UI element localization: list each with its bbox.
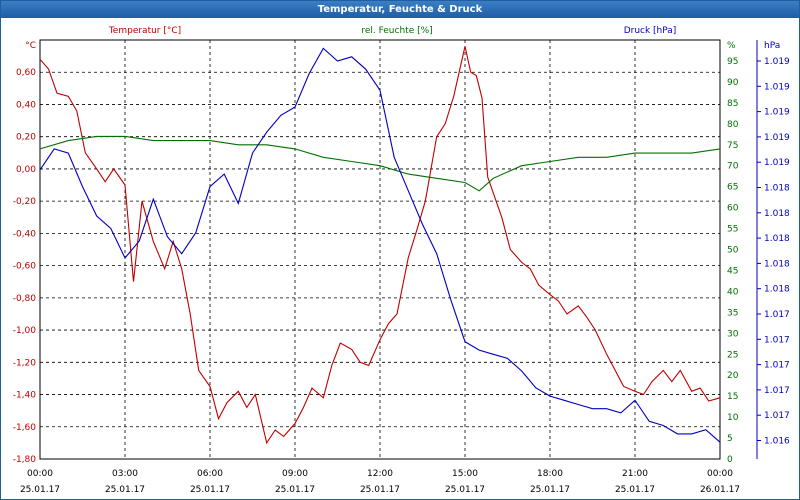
temperature-tick-label: -0,60 (13, 262, 37, 272)
window-title: Temperatur, Feuchte & Druck (1, 1, 799, 18)
humidity-tick-label: 60 (727, 204, 739, 214)
humidity-tick-label: 80 (727, 120, 739, 130)
humidity-tick-label: 70 (727, 162, 739, 172)
pressure-tick-label: 1.019 (764, 82, 790, 92)
x-tick-time: 15:00 (452, 469, 478, 479)
temperature-axis-title: Temperatur [°C] (108, 26, 181, 36)
temperature-tick-label: -1,00 (13, 326, 37, 336)
x-tick-date: 25.01.17 (105, 485, 145, 495)
x-tick-date: 25.01.17 (20, 485, 60, 495)
x-tick-date: 26.01.17 (700, 485, 740, 495)
pressure-tick-label: 1.019 (764, 133, 790, 143)
x-tick-time: 00:00 (27, 469, 53, 479)
x-tick-date: 25.01.17 (190, 485, 230, 495)
x-tick-time: 03:00 (112, 469, 138, 479)
temperature-tick-label: -1,60 (13, 423, 37, 433)
humidity-tick-label: 55 (727, 225, 738, 235)
pressure-tick-label: 1.018 (764, 209, 790, 219)
x-tick-date: 25.01.17 (530, 485, 570, 495)
humidity-tick-label: 30 (727, 329, 739, 339)
humidity-tick-label: 90 (727, 78, 739, 88)
pressure-tick-label: 1.018 (764, 259, 790, 269)
pressure-tick-label: 1.018 (764, 285, 790, 295)
humidity-tick-label: 0 (727, 455, 733, 465)
plot-frame (39, 39, 721, 460)
x-tick-date: 25.01.17 (615, 485, 655, 495)
x-tick-time: 06:00 (197, 469, 223, 479)
x-tick-date: 25.01.17 (445, 485, 485, 495)
temperature-tick-label: 0,00 (16, 165, 36, 175)
pressure-tick-label: 1.017 (764, 411, 790, 421)
humidity-tick-label: 65 (727, 183, 738, 193)
pressure-tick-label: 1.018 (764, 234, 790, 244)
temperature-tick-label: -1,80 (13, 455, 37, 465)
temperature-tick-label: -1,20 (13, 358, 37, 368)
humidity-tick-label: 50 (727, 246, 739, 256)
temperature-tick-label: 0,40 (16, 100, 36, 110)
x-tick-time: 12:00 (367, 469, 393, 479)
pressure-tick-label: 1.019 (764, 108, 790, 118)
x-tick-date: 25.01.17 (360, 485, 400, 495)
humidity-tick-label: 45 (727, 266, 738, 276)
pressure-tick-label: 1.017 (764, 310, 790, 320)
pressure-tick-label: 1.018 (764, 184, 790, 194)
humidity-tick-label: 20 (727, 371, 739, 381)
temperature-tick-label: 0,60 (16, 68, 36, 78)
temperature-tick-label: -0,40 (13, 229, 37, 239)
humidity-tick-label: 15 (727, 392, 738, 402)
pressure-tick-label: 1.019 (764, 57, 790, 67)
x-tick-date: 25.01.17 (275, 485, 315, 495)
temperature-tick-label: -0,20 (13, 197, 37, 207)
x-tick-time: 21:00 (622, 469, 648, 479)
humidity-tick-label: 85 (727, 99, 738, 109)
humidity-unit-label: % (727, 41, 736, 51)
pressure-tick-label: 1.016 (764, 437, 790, 447)
pressure-tick-label: 1.017 (764, 361, 790, 371)
pressure-unit-label: hPa (764, 41, 780, 51)
temperature-series-line (39, 46, 721, 445)
humidity-tick-label: 95 (727, 57, 738, 67)
pressure-axis-title: Druck [hPa] (624, 26, 677, 36)
pressure-tick-label: 1.017 (764, 335, 790, 345)
x-tick-time: 18:00 (537, 469, 563, 479)
humidity-series-line (39, 135, 721, 192)
pressure-tick-label: 1.019 (764, 158, 790, 168)
chart-grid (40, 40, 720, 459)
pressure-tick-label: 1.017 (764, 386, 790, 396)
humidity-tick-label: 40 (727, 287, 739, 297)
pressure-series-line (39, 47, 721, 443)
temperature-tick-label: 0,20 (16, 133, 36, 143)
chart-labels: 0,60 0,40 0,20 0,00 -0,20 -0,40 -0,60 -0,80 -1,0… (13, 26, 790, 495)
humidity-tick-label: 10 (727, 413, 739, 423)
temperature-unit-label: °C (25, 41, 36, 51)
humidity-tick-label: 75 (727, 141, 738, 151)
x-tick-time: 09:00 (282, 469, 308, 479)
x-tick-time: 00:00 (707, 469, 733, 479)
humidity-tick-label: 25 (727, 350, 738, 360)
humidity-axis-title: rel. Feuchte [%] (361, 26, 432, 36)
temperature-tick-label: -0,80 (13, 294, 37, 304)
chart-axes (39, 39, 761, 460)
humidity-tick-label: 35 (727, 308, 738, 318)
temperature-tick-label: -1,40 (13, 391, 37, 401)
chart-series (39, 46, 721, 445)
humidity-tick-label: 5 (727, 434, 733, 444)
